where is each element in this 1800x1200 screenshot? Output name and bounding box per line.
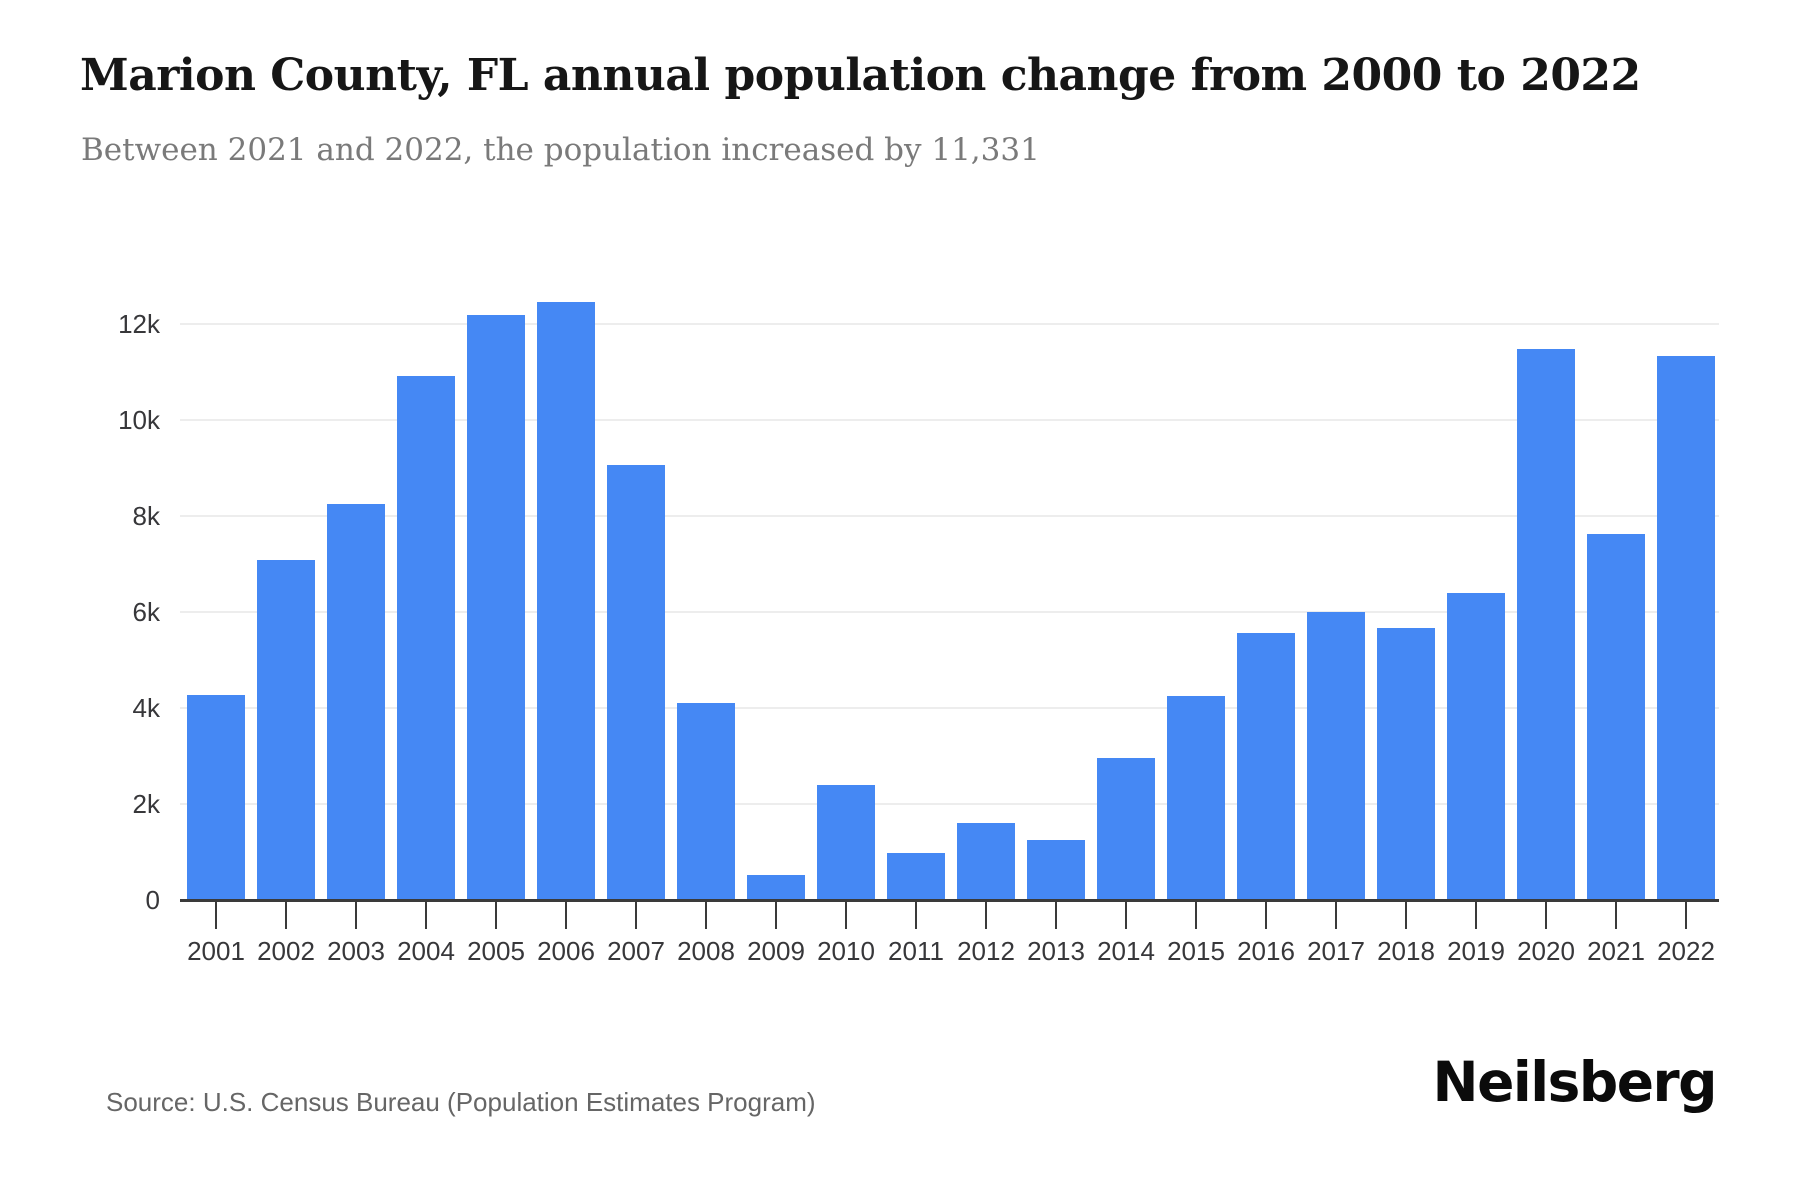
x-tick-2002 [285, 902, 287, 929]
chart-subtitle: Between 2021 and 2022, the population in… [81, 132, 1040, 168]
x-axis-label-2011: 2011 [888, 936, 944, 966]
x-axis-label-2006: 2006 [537, 936, 595, 966]
y-axis-label-6k: 6k [132, 597, 160, 627]
x-tick-2003 [355, 902, 357, 929]
y-axis-label-4k: 4k [132, 693, 160, 723]
x-axis-label-2008: 2008 [677, 936, 735, 966]
bar-2011[interactable] [887, 853, 945, 900]
x-axis-label-2013: 2013 [1027, 936, 1085, 966]
bar-2013[interactable] [1027, 840, 1085, 900]
x-tick-2006 [565, 902, 567, 929]
bar-2002[interactable] [257, 560, 315, 900]
bar-2019[interactable] [1447, 593, 1505, 900]
x-tick-2018 [1405, 902, 1407, 929]
x-axis-line [180, 899, 1719, 902]
bar-2018[interactable] [1377, 627, 1435, 900]
bar-2007[interactable] [607, 465, 665, 900]
x-tick-2010 [845, 902, 847, 929]
x-tick-2013 [1055, 902, 1057, 929]
x-axis-label-2015: 2015 [1167, 936, 1225, 966]
x-tick-2019 [1475, 902, 1477, 929]
bar-2003[interactable] [327, 504, 385, 900]
x-tick-2020 [1545, 902, 1547, 929]
x-tick-2004 [425, 902, 427, 929]
y-axis-label-12k: 12k [118, 309, 160, 339]
y-axis-label-0: 0 [145, 885, 160, 915]
x-tick-2021 [1615, 902, 1617, 929]
bar-2005[interactable] [467, 314, 525, 900]
plot-area: 0 2k 4k 6k 8k 10k 12k 2001 2002 2003 2004 2005 2006… [118, 280, 1719, 980]
x-axis-label-2019: 2019 [1447, 936, 1505, 966]
x-tick-2007 [635, 902, 637, 929]
x-tick-2016 [1265, 902, 1267, 929]
x-axis-label-2002: 2002 [257, 936, 315, 966]
bar-2008[interactable] [677, 702, 735, 900]
bar-2006[interactable] [537, 301, 595, 900]
x-tick-2001 [215, 902, 217, 929]
x-tick-2015 [1195, 902, 1197, 929]
x-tick-2017 [1335, 902, 1337, 929]
source-attribution: Source: U.S. Census Bureau (Population E… [106, 1087, 816, 1117]
x-axis-label-2016: 2016 [1237, 936, 1295, 966]
bar-2022[interactable] [1657, 356, 1715, 900]
x-axis-label-2004: 2004 [397, 936, 455, 966]
bar-2004[interactable] [397, 375, 455, 900]
brand-logo: Neilsberg [1432, 1050, 1718, 1114]
x-tick-2005 [495, 902, 497, 929]
x-axis-label-2007: 2007 [607, 936, 665, 966]
x-axis-label-2005: 2005 [467, 936, 525, 966]
x-tick-2008 [705, 902, 707, 929]
bar-2021[interactable] [1587, 534, 1645, 900]
bar-2015[interactable] [1167, 696, 1225, 900]
x-tick-2022 [1685, 902, 1687, 929]
x-tick-2014 [1125, 902, 1127, 929]
bar-2016[interactable] [1237, 632, 1295, 900]
x-axis-label-2012: 2012 [957, 936, 1015, 966]
x-tick-2009 [775, 902, 777, 929]
gridline-10k [180, 419, 1719, 421]
x-axis-label-2018: 2018 [1377, 936, 1435, 966]
y-axis-label-10k: 10k [118, 405, 160, 435]
x-axis-label-2022: 2022 [1657, 936, 1715, 966]
x-axis-label-2001: 2001 [187, 936, 245, 966]
bar-2012[interactable] [957, 823, 1015, 900]
y-axis-label-8k: 8k [132, 501, 160, 531]
x-axis-label-2010: 2010 [817, 936, 875, 966]
gridline-12k [180, 323, 1719, 325]
x-axis-label-2021: 2021 [1587, 936, 1645, 966]
x-axis-label-2020: 2020 [1517, 936, 1575, 966]
y-axis-label-2k: 2k [132, 789, 160, 819]
gridline-2k [180, 803, 1719, 805]
chart-title: Marion County, FL annual population chan… [80, 50, 1641, 101]
x-axis-label-2009: 2009 [747, 936, 805, 966]
x-tick-2011 [915, 902, 917, 929]
bar-2020[interactable] [1517, 348, 1575, 900]
x-axis-label-2003: 2003 [327, 936, 385, 966]
bar-2014[interactable] [1097, 757, 1155, 900]
gridline-8k [180, 515, 1719, 517]
x-axis-label-2014: 2014 [1097, 936, 1155, 966]
gridline-4k [180, 707, 1719, 709]
x-axis-label-2017: 2017 [1307, 936, 1365, 966]
bar-2009[interactable] [747, 875, 805, 900]
bar-2001[interactable] [187, 695, 245, 900]
x-tick-2012 [985, 902, 987, 929]
bar-2017[interactable] [1307, 612, 1365, 900]
bar-2010[interactable] [817, 785, 875, 900]
gridline-6k [180, 611, 1719, 613]
